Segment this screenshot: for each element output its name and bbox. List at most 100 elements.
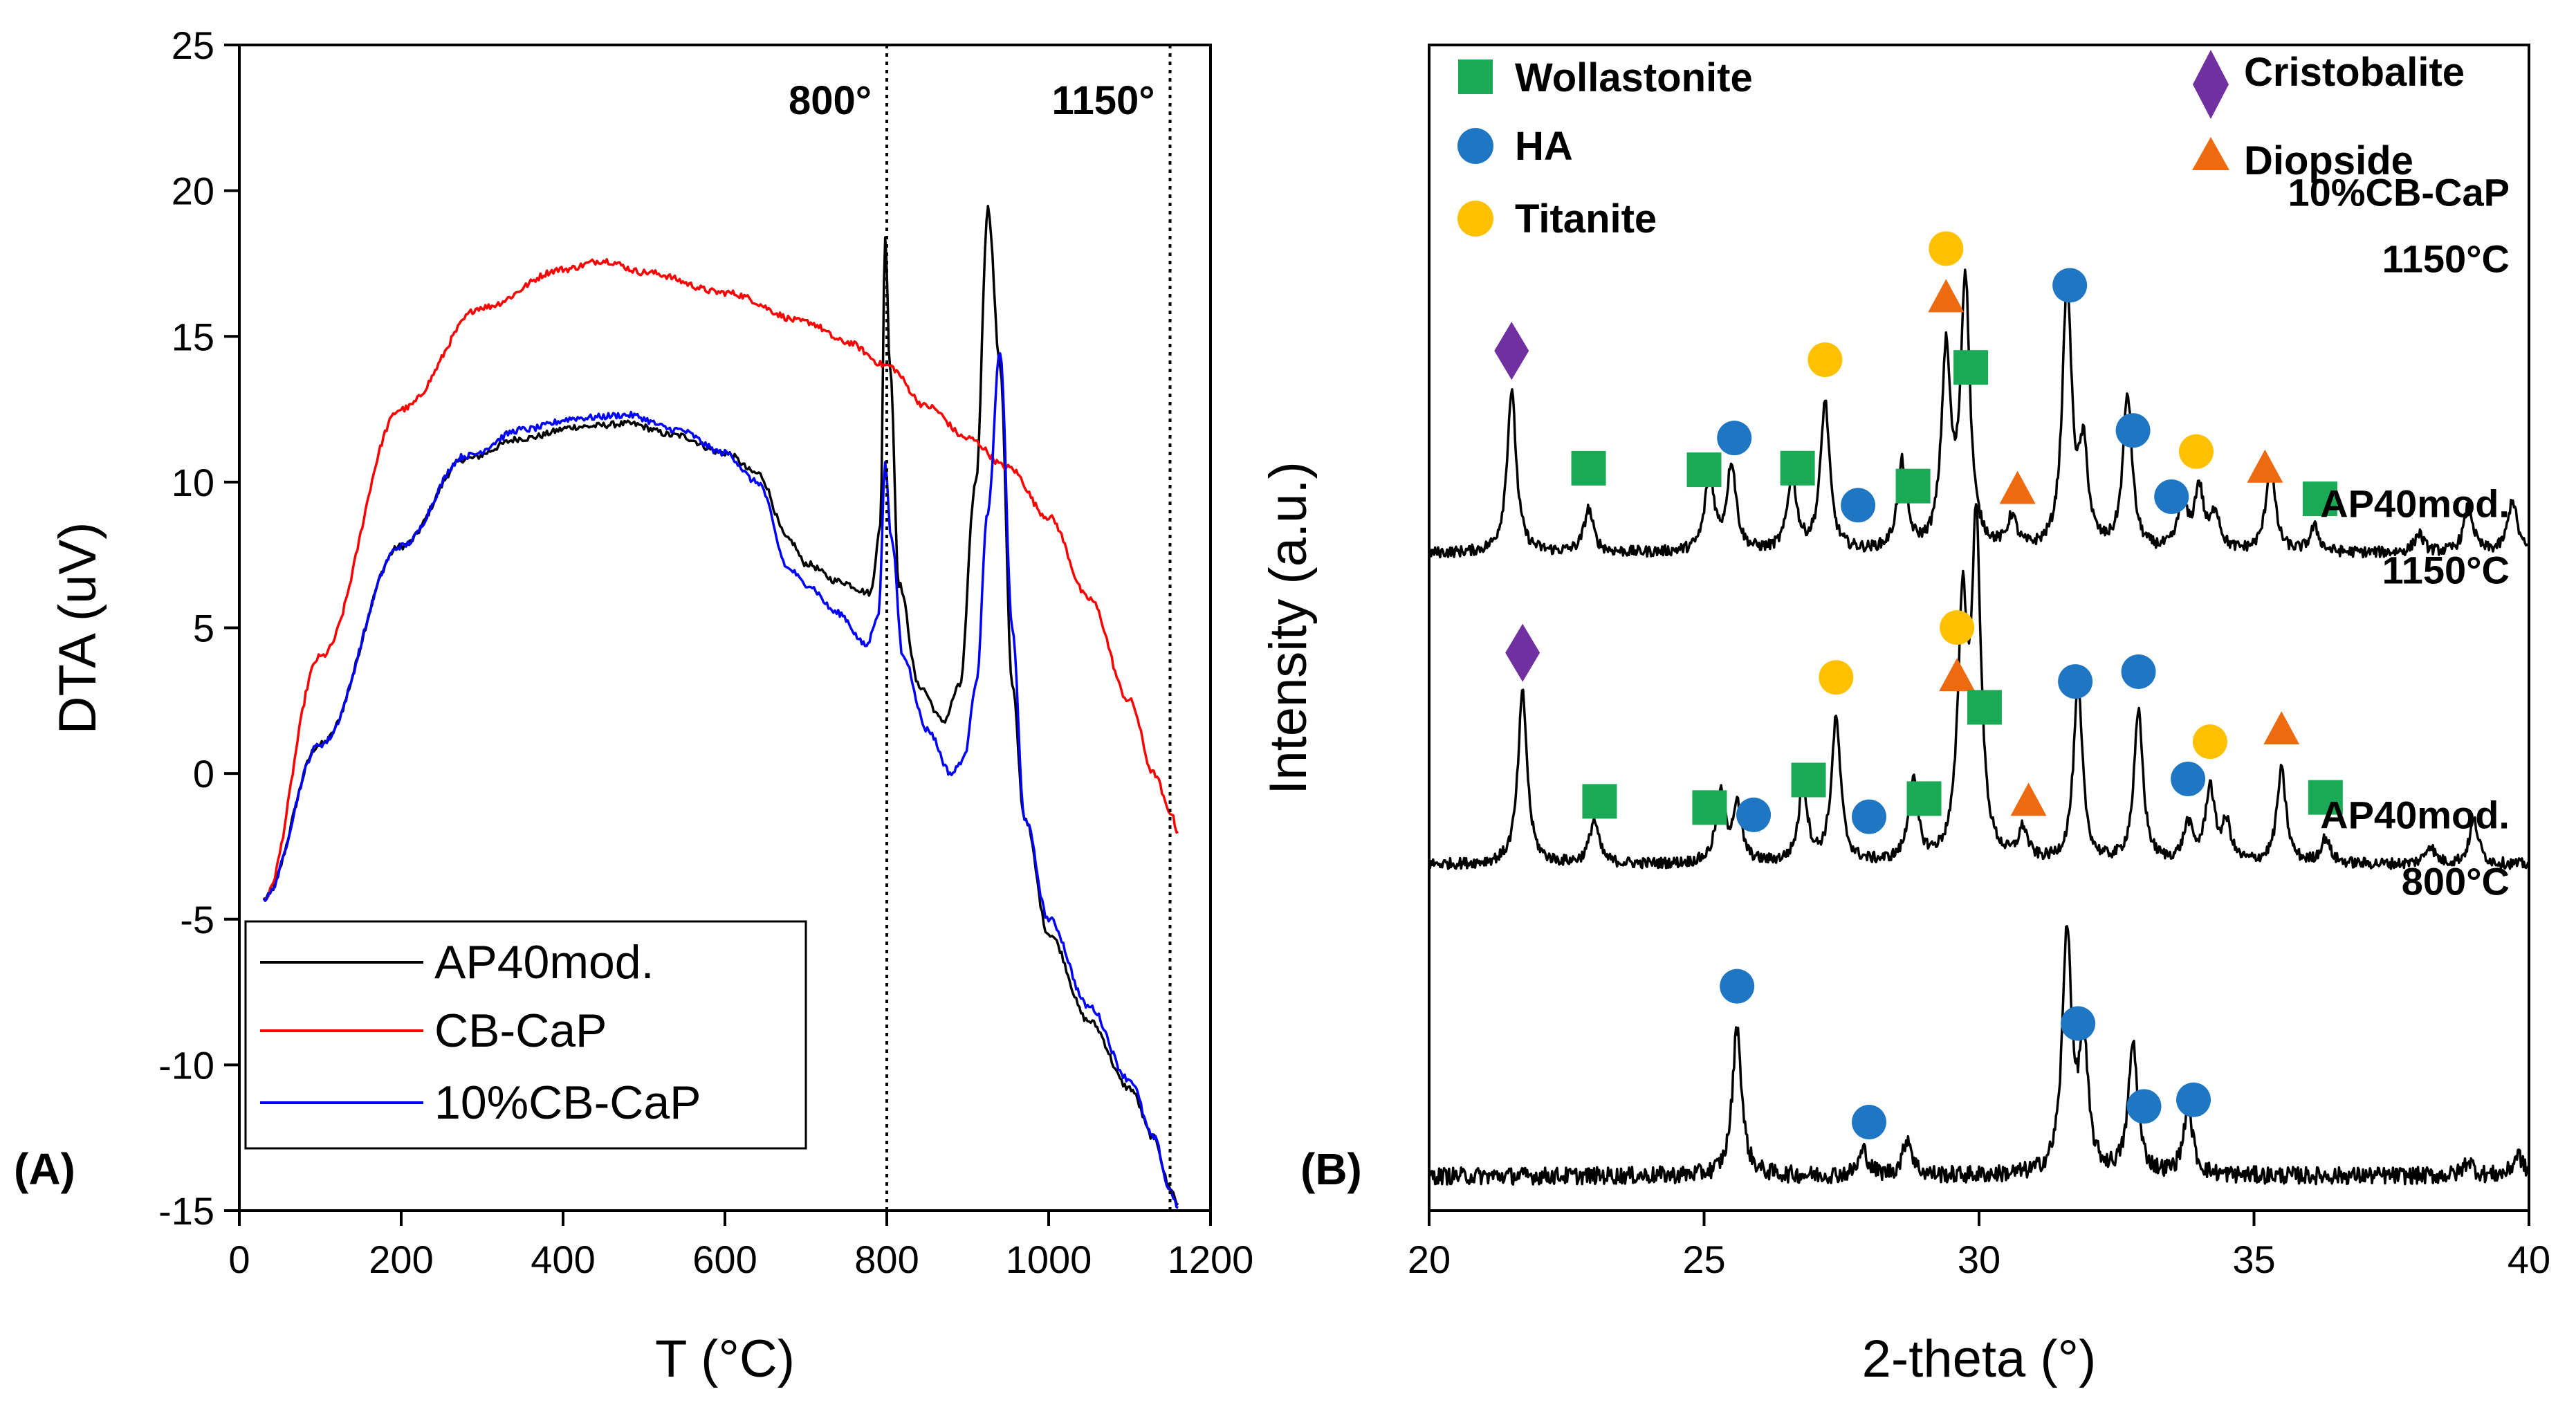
panel-label-b: (B)	[1300, 1144, 1362, 1194]
marker-wollastonite	[1791, 762, 1826, 798]
marker-ha	[2121, 654, 2156, 689]
y-tick-label-a: 10	[172, 461, 214, 504]
y-tick-label-a: 25	[172, 24, 214, 67]
x-tick-label-a: 200	[369, 1238, 433, 1281]
sample-label-ap40mod-800-c: 800°C	[2402, 860, 2510, 903]
marker-wollastonite	[1780, 450, 1815, 486]
marker-cristobalite	[1494, 322, 1529, 380]
x-tick-label-a: 600	[692, 1238, 757, 1281]
x-axis-label-b: 2-theta (°)	[1862, 1330, 2097, 1388]
panel-label-a: (A)	[14, 1144, 75, 1194]
marker-wollastonite	[1692, 790, 1727, 825]
y-axis-label-a: DTA (uV)	[48, 522, 107, 735]
marker-wollastonite	[1582, 784, 1617, 819]
marker-wollastonite	[1967, 690, 2002, 725]
xrd-pattern-lines	[1428, 268, 2530, 1186]
legend-marker-diopside	[2192, 137, 2229, 170]
marker-diopside	[2263, 711, 2300, 745]
xrd-line-ap40mod-1150-c	[1428, 503, 2530, 870]
y-axis-label-b: Intensity (a.u.)	[1259, 461, 1318, 795]
sample-label-ap40mod-800-c: AP40mod.	[2320, 793, 2510, 837]
y-tick-label-a: 5	[193, 607, 214, 650]
x-tick-label-a: 1000	[1006, 1238, 1092, 1281]
marker-wollastonite	[1953, 350, 1989, 385]
x-tick-label-a: 0	[228, 1238, 250, 1281]
marker-ha	[2176, 1082, 2211, 1117]
panel-a-dta-chart: 800° 1150° 0 200 400 600 800 1000 1200 -15-10-5…	[14, 24, 1253, 1388]
marker-ha	[2171, 761, 2206, 796]
marker-ha	[2126, 1089, 2162, 1124]
legend-box	[244, 920, 807, 1150]
y-tick-label-a: -10	[158, 1043, 214, 1087]
x-axis-a: 0 200 400 600 800 1000 1200	[228, 1211, 1253, 1281]
marker-ha	[2058, 664, 2093, 699]
marker-wollastonite	[1686, 452, 1722, 488]
marker-ha	[2061, 1006, 2096, 1041]
sample-label-10-cb-cap-1150-c: 1150°C	[2382, 237, 2510, 281]
xrd-line-10-cb-cap-1150-c	[1428, 268, 2530, 559]
vline-label-1150: 1150°	[1051, 78, 1154, 123]
legend-b: Wollastonite HA Titanite Cristobalite Di…	[1457, 50, 2465, 241]
legend-label-diopside: Diopside	[2244, 138, 2413, 183]
sample-label-ap40mod-1150-c: AP40mod.	[2320, 482, 2510, 526]
marker-wollastonite	[1571, 450, 1606, 486]
legend-a: AP40mod. CB-CaP 10%CB-CaP	[244, 920, 807, 1150]
x-tick-label-a: 400	[531, 1238, 595, 1281]
marker-ha	[1852, 799, 1886, 834]
y-tick-label-a: -5	[180, 898, 214, 942]
legend-label-wollastonite: Wollastonite	[1515, 55, 1753, 100]
legend-marker-ha	[1457, 128, 1493, 164]
marker-titanite	[1940, 610, 1975, 645]
vline-label-800: 800°	[789, 78, 872, 123]
series-line-cb-cap	[263, 258, 1179, 901]
x-tick-label-b: 40	[2508, 1238, 2550, 1281]
marker-ha	[1736, 797, 1772, 832]
x-tick-label-a: 800	[854, 1238, 919, 1281]
x-axis-label-a: T (°C)	[655, 1330, 795, 1388]
temperature-reference-lines: 800° 1150°	[789, 45, 1172, 1211]
legend-label-ha: HA	[1515, 124, 1573, 169]
y-tick-label-a: 20	[172, 169, 214, 213]
legend-marker-wollastonite	[1458, 59, 1493, 94]
sample-labels: 10%CB-CaP 1150°C AP40mod. 1150°C AP40mod. 800…	[2288, 171, 2510, 903]
marker-diopside	[2247, 449, 2283, 483]
marker-ha	[2154, 479, 2189, 514]
series-line-10-cb-cap	[262, 352, 1179, 1209]
panel-b-xrd-chart: 20 25 30 35 40 10%CB-CaP 1150°C AP40mod. 1150°C…	[1259, 44, 2550, 1388]
marker-diopside	[1999, 470, 2036, 504]
legend-label-cristobalite: Cristobalite	[2244, 50, 2465, 95]
x-tick-label-a: 1200	[1168, 1238, 1254, 1281]
marker-titanite	[1929, 231, 1964, 266]
marker-ha	[2115, 413, 2151, 448]
y-axis-a: -15 -10 -5 0 5 10 15 20 25	[158, 24, 239, 1233]
marker-ha	[1720, 968, 1755, 1004]
x-tick-label-b: 35	[2232, 1238, 2275, 1281]
sample-label-10-cb-cap-1150-c: 10%CB-CaP	[2288, 171, 2510, 214]
legend-marker-cristobalite	[2193, 50, 2229, 119]
legend-label-10cbcap: 10%CB-CaP	[434, 1076, 701, 1129]
y-tick-label-a: 15	[172, 315, 214, 358]
x-tick-label-b: 30	[1958, 1238, 2000, 1281]
marker-titanite	[2192, 724, 2227, 760]
x-axis-b: 20 25 30 35 40	[1408, 1211, 2550, 1281]
marker-wollastonite	[1906, 781, 1942, 816]
marker-ha	[1852, 1105, 1886, 1140]
xrd-line-ap40mod-800-c	[1428, 925, 2530, 1186]
marker-diopside	[1928, 279, 1965, 313]
legend-label-titanite: Titanite	[1515, 196, 1657, 241]
marker-wollastonite	[1895, 468, 1931, 504]
marker-wollastonite	[2302, 481, 2337, 517]
legend-label-ap40mod: AP40mod.	[434, 936, 654, 989]
y-tick-label-a: -15	[158, 1189, 214, 1233]
x-tick-label-b: 25	[1682, 1238, 1725, 1281]
marker-ha	[1841, 488, 1876, 523]
marker-diopside	[2010, 782, 2047, 816]
marker-cristobalite	[1505, 623, 1540, 682]
x-tick-label-b: 20	[1408, 1238, 1451, 1281]
legend-label-cbcap: CB-CaP	[434, 1004, 607, 1057]
y-tick-label-a: 0	[193, 752, 214, 796]
legend-marker-titanite	[1457, 201, 1493, 237]
dta-series-lines	[262, 205, 1179, 1209]
marker-diopside	[1939, 658, 1976, 692]
